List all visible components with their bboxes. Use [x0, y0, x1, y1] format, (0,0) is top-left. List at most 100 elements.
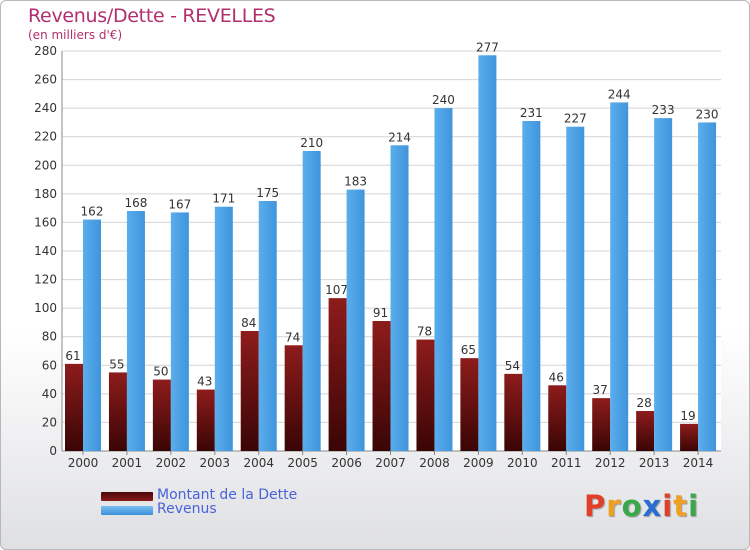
label-revenus-2002: 167	[168, 197, 191, 211]
label-revenus-2009: 277	[476, 40, 499, 54]
label-dette-2014: 19	[680, 409, 695, 423]
y-tick-label-80: 80	[42, 330, 57, 344]
label-revenus-2010: 231	[520, 106, 543, 120]
x-tick-label-2000: 2000	[68, 456, 99, 470]
bar-dette-2001	[108, 372, 127, 451]
y-tick-label-280: 280	[34, 44, 57, 58]
legend-label-dette: Montant de la Dette	[157, 487, 298, 503]
logo-letter: r	[606, 489, 622, 523]
label-revenus-2007: 214	[388, 130, 411, 144]
bar-revenus-2011	[566, 126, 585, 451]
chart-title: Revenus/Dette - REVELLES	[28, 5, 276, 27]
bar-dette-2003	[196, 389, 215, 451]
chart-subtitle: (en milliers d'€)	[28, 28, 123, 42]
y-tick-label-20: 20	[42, 415, 57, 429]
x-tick-label-2010: 2010	[507, 456, 538, 470]
bar-dette-2005	[284, 345, 303, 451]
label-revenus-2011: 227	[564, 112, 587, 126]
label-dette-2001: 55	[109, 357, 124, 371]
label-revenus-2005: 210	[300, 136, 323, 150]
y-tick-label-60: 60	[42, 358, 57, 372]
x-tick-label-2014: 2014	[683, 456, 714, 470]
bar-revenus-2013	[654, 118, 673, 452]
label-dette-2006: 107	[325, 283, 348, 297]
bar-revenus-2006	[346, 189, 365, 452]
label-dette-2013: 28	[636, 396, 651, 410]
y-tick-label-140: 140	[34, 244, 57, 258]
logo-letter: P	[584, 489, 607, 523]
logo-letter: i	[662, 489, 674, 523]
label-dette-2002: 50	[153, 365, 168, 379]
bar-revenus-2010	[522, 121, 541, 451]
x-tick-label-2009: 2009	[463, 456, 494, 470]
label-dette-2008: 78	[417, 325, 432, 339]
legend-swatch-revenus	[101, 506, 153, 515]
bar-revenus-2014	[698, 122, 717, 451]
x-tick-label-2002: 2002	[156, 456, 187, 470]
label-revenus-2001: 168	[124, 196, 147, 210]
bar-revenus-2008	[434, 108, 453, 452]
legend-label-revenus: Revenus	[157, 501, 217, 517]
label-dette-2009: 65	[461, 343, 476, 357]
x-tick-label-2008: 2008	[419, 456, 450, 470]
label-revenus-2008: 240	[432, 93, 455, 107]
label-dette-2004: 84	[241, 316, 256, 330]
bar-dette-2014	[680, 423, 699, 451]
bar-dette-2006	[328, 298, 347, 451]
bar-dette-2013	[636, 411, 655, 451]
y-tick-label-220: 220	[34, 130, 57, 144]
bar-dette-2000	[65, 363, 83, 451]
y-tick-label-0: 0	[49, 444, 57, 458]
logo-letter: x	[642, 489, 663, 523]
y-tick-label-180: 180	[34, 187, 57, 201]
label-revenus-2000: 162	[81, 205, 104, 219]
bar-revenus-2005	[302, 151, 321, 451]
y-tick-label-100: 100	[34, 301, 57, 315]
y-tick-label-260: 260	[34, 73, 57, 87]
bar-revenus-2000	[83, 219, 101, 451]
bar-dette-2011	[548, 385, 567, 451]
x-tick-label-2001: 2001	[112, 456, 143, 470]
legend-swatch-dette	[101, 492, 153, 501]
x-tick-label-2005: 2005	[287, 456, 318, 470]
label-revenus-2003: 171	[212, 192, 235, 206]
bar-revenus-2009	[478, 55, 497, 452]
label-revenus-2013: 233	[652, 103, 675, 117]
bar-revenus-2003	[214, 206, 233, 451]
bar-revenus-2012	[610, 102, 629, 451]
label-dette-2010: 54	[505, 359, 520, 373]
x-tick-label-2007: 2007	[375, 456, 406, 470]
y-tick-label-240: 240	[34, 101, 57, 115]
bar-dette-2002	[152, 379, 171, 451]
bar-revenus-2001	[126, 211, 145, 451]
label-revenus-2014: 230	[696, 107, 719, 121]
label-dette-2007: 91	[373, 306, 388, 320]
bar-revenus-2004	[258, 201, 277, 451]
label-dette-2005: 74	[285, 330, 300, 344]
proxiti-logo: Proxiti	[584, 489, 699, 523]
label-dette-2012: 37	[593, 383, 608, 397]
bar-revenus-2007	[390, 145, 409, 452]
label-dette-2000: 61	[65, 349, 80, 363]
label-revenus-2006: 183	[344, 175, 367, 189]
label-dette-2011: 46	[549, 370, 564, 384]
logo-letter: o	[621, 489, 643, 523]
label-dette-2003: 43	[197, 375, 212, 389]
logo-letter: t	[673, 489, 689, 523]
bar-revenus-2002	[170, 212, 189, 451]
bar-dette-2009	[460, 358, 479, 451]
bar-dette-2008	[416, 339, 435, 451]
y-tick-label-200: 200	[34, 158, 57, 172]
y-tick-label-40: 40	[42, 387, 57, 401]
label-revenus-2004: 175	[256, 186, 279, 200]
y-tick-label-120: 120	[34, 273, 57, 287]
bar-dette-2007	[372, 321, 391, 451]
x-tick-label-2013: 2013	[639, 456, 670, 470]
x-tick-label-2004: 2004	[243, 456, 274, 470]
x-tick-label-2011: 2011	[551, 456, 582, 470]
logo-letter: i	[688, 489, 700, 523]
bar-dette-2004	[240, 331, 259, 451]
x-tick-label-2012: 2012	[595, 456, 626, 470]
